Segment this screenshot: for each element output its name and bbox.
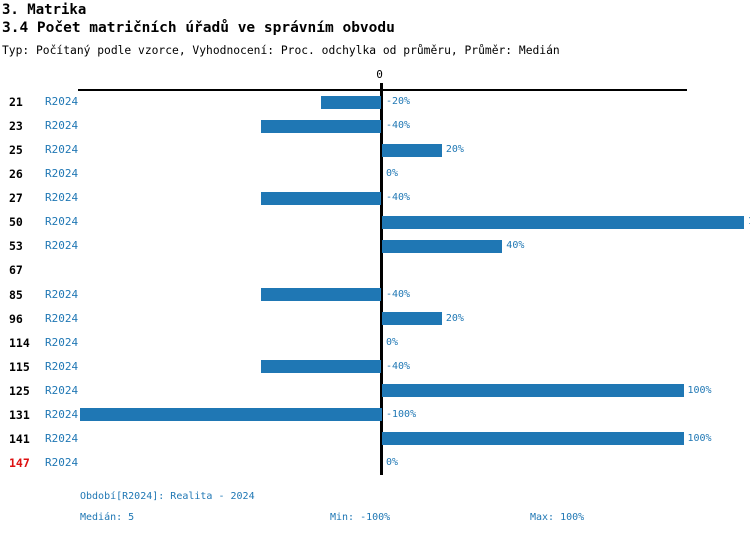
bar — [381, 384, 684, 398]
bar-value-label: -20% — [386, 96, 411, 108]
bar-value-label: 40% — [506, 240, 525, 252]
bar — [260, 191, 382, 205]
footer-median: Medián: 5 — [80, 512, 135, 523]
row-id-label: 125 — [9, 383, 30, 398]
bar — [381, 215, 744, 229]
bar-value-label: 120% — [748, 214, 750, 230]
row-id-label: 147 — [9, 455, 30, 470]
row-id-label: 26 — [9, 167, 23, 182]
row-id-label: 27 — [9, 191, 23, 206]
bar-value-label: -40% — [386, 192, 411, 204]
chart-title: 3.4 Počet matričních úřadů ve správním o… — [2, 20, 395, 36]
bar-value-label: -40% — [386, 360, 411, 372]
bar-value-label: 0% — [386, 168, 399, 180]
row-period-label: R2024 — [45, 311, 79, 325]
bar-value-label: -40% — [386, 120, 411, 132]
row-id-label: 85 — [9, 287, 23, 302]
row-period-label: R2024 — [45, 95, 79, 109]
bar-value-label: -40% — [386, 288, 411, 300]
row-id-label: 115 — [9, 359, 30, 374]
row-id-label: 23 — [9, 119, 23, 134]
row-period-label: R2024 — [45, 287, 79, 301]
bar-value-label: 100% — [687, 432, 712, 444]
bar — [260, 119, 382, 133]
row-period-label: R2024 — [45, 119, 79, 133]
bar-value-label: 20% — [445, 312, 464, 324]
plot-top-border — [78, 89, 687, 91]
row-period-label: R2024 — [45, 239, 79, 253]
report-section-title: 3. Matrika — [2, 2, 87, 18]
row-period-label: R2024 — [45, 407, 79, 421]
row-period-label: R2024 — [45, 215, 79, 229]
bar — [260, 288, 382, 301]
row-period-label: R2024 — [45, 383, 79, 397]
chart-subtitle: Typ: Počítaný podle vzorce, Vyhodnocení:… — [2, 44, 560, 57]
bar — [321, 95, 382, 109]
bar-value-label: 0% — [386, 336, 399, 348]
bar — [381, 143, 442, 157]
row-period-label: R2024 — [45, 191, 79, 205]
row-id-label: 96 — [9, 311, 23, 326]
row-id-label: 114 — [9, 335, 30, 350]
bar-value-label: 20% — [445, 144, 464, 156]
row-id-label: 141 — [9, 431, 30, 446]
footer-max: Max: 100% — [530, 512, 585, 523]
row-period-label: R2024 — [45, 167, 79, 181]
bar-value-label: 0% — [386, 456, 399, 468]
bar — [381, 312, 442, 326]
footer-period: Období[R2024]: Realita - 2024 — [80, 491, 255, 502]
zero-tick-label: 0 — [376, 68, 383, 81]
row-id-label: 131 — [9, 407, 30, 422]
row-period-label: R2024 — [45, 335, 79, 349]
bar — [79, 408, 382, 422]
bar — [260, 360, 382, 374]
row-period-label: R2024 — [45, 431, 79, 445]
row-period-label: R2024 — [45, 359, 79, 373]
row-id-label: 50 — [9, 215, 23, 230]
footer-min: Min: -100% — [330, 512, 391, 523]
bar — [381, 239, 503, 253]
bar — [381, 432, 684, 446]
axis-zero-line — [380, 83, 383, 475]
row-id-label: 25 — [9, 143, 23, 158]
bar-value-label: -100% — [386, 408, 417, 420]
row-period-label: R2024 — [45, 143, 79, 157]
row-id-label: 67 — [9, 263, 23, 278]
row-period-label: R2024 — [45, 455, 79, 469]
bar-value-label: 100% — [687, 384, 712, 396]
row-id-label: 53 — [9, 239, 23, 254]
row-id-label: 21 — [9, 95, 23, 110]
